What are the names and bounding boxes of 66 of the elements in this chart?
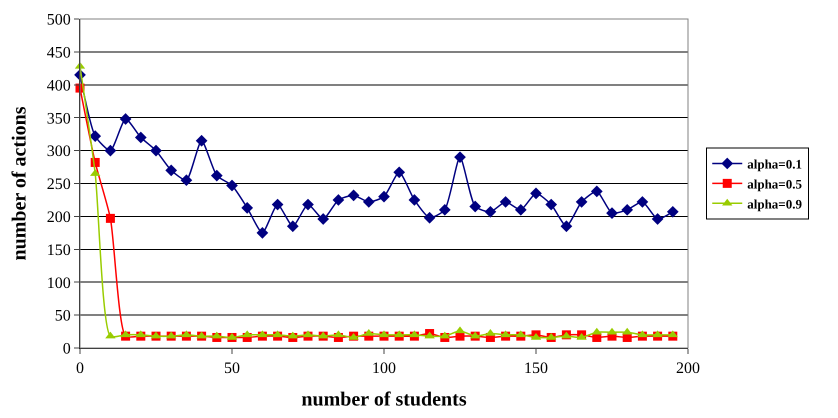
point [332, 194, 344, 206]
y-axis-title: number of actions [8, 106, 30, 261]
point [621, 204, 634, 216]
y-tick-label: 50 [54, 308, 71, 325]
point [242, 330, 252, 338]
point [89, 130, 102, 142]
x-tick-label: 0 [76, 360, 84, 378]
y-tick-label: 300 [46, 143, 71, 160]
point [286, 220, 299, 232]
point [241, 202, 254, 214]
point [666, 206, 679, 218]
point [378, 190, 390, 203]
legend-label: alpha=0.9 [747, 196, 802, 212]
y-tick-label: 200 [46, 209, 71, 226]
x-tick-label: 100 [372, 360, 396, 378]
point [272, 198, 284, 210]
point [120, 113, 132, 125]
point [590, 186, 603, 198]
point [652, 213, 664, 225]
y-tick-label: 400 [46, 77, 71, 94]
point [150, 144, 162, 156]
point [136, 330, 146, 338]
y-tick-label: 150 [46, 242, 71, 259]
point [576, 196, 588, 208]
point [317, 213, 330, 225]
point [393, 166, 406, 178]
point [516, 330, 526, 338]
point [454, 151, 466, 164]
point [438, 204, 451, 216]
point [226, 180, 238, 192]
point [545, 198, 558, 210]
point [469, 200, 482, 212]
point [500, 196, 512, 208]
point [484, 206, 496, 218]
point [210, 170, 223, 182]
point [134, 132, 147, 144]
point [348, 189, 360, 202]
y-tick-label: 450 [46, 44, 71, 62]
point [636, 196, 648, 208]
point [394, 330, 404, 338]
legend-label: alpha=0.5 [747, 176, 802, 192]
x-axis-title: number of students [301, 388, 467, 411]
y-tick-label: 100 [46, 274, 71, 292]
point [196, 134, 208, 147]
point [424, 212, 436, 224]
point [104, 144, 116, 156]
point [514, 204, 527, 216]
legend-label: alpha=0.1 [747, 156, 802, 172]
point [165, 164, 178, 176]
point [408, 194, 420, 206]
y-tick-label: 500 [46, 12, 71, 29]
x-tick-label: 150 [524, 360, 548, 378]
point [668, 330, 678, 338]
point [606, 207, 618, 219]
point [530, 188, 542, 200]
point [256, 227, 268, 239]
point [302, 198, 314, 210]
point [362, 196, 375, 208]
y-tick-label: 250 [46, 176, 71, 194]
point [180, 174, 192, 186]
x-tick-label: 50 [224, 360, 240, 378]
x-tick-label: 200 [676, 360, 700, 378]
y-tick-label: 350 [46, 110, 71, 128]
y-tick-label: 0 [62, 340, 71, 358]
point [560, 220, 572, 232]
point [106, 214, 115, 223]
